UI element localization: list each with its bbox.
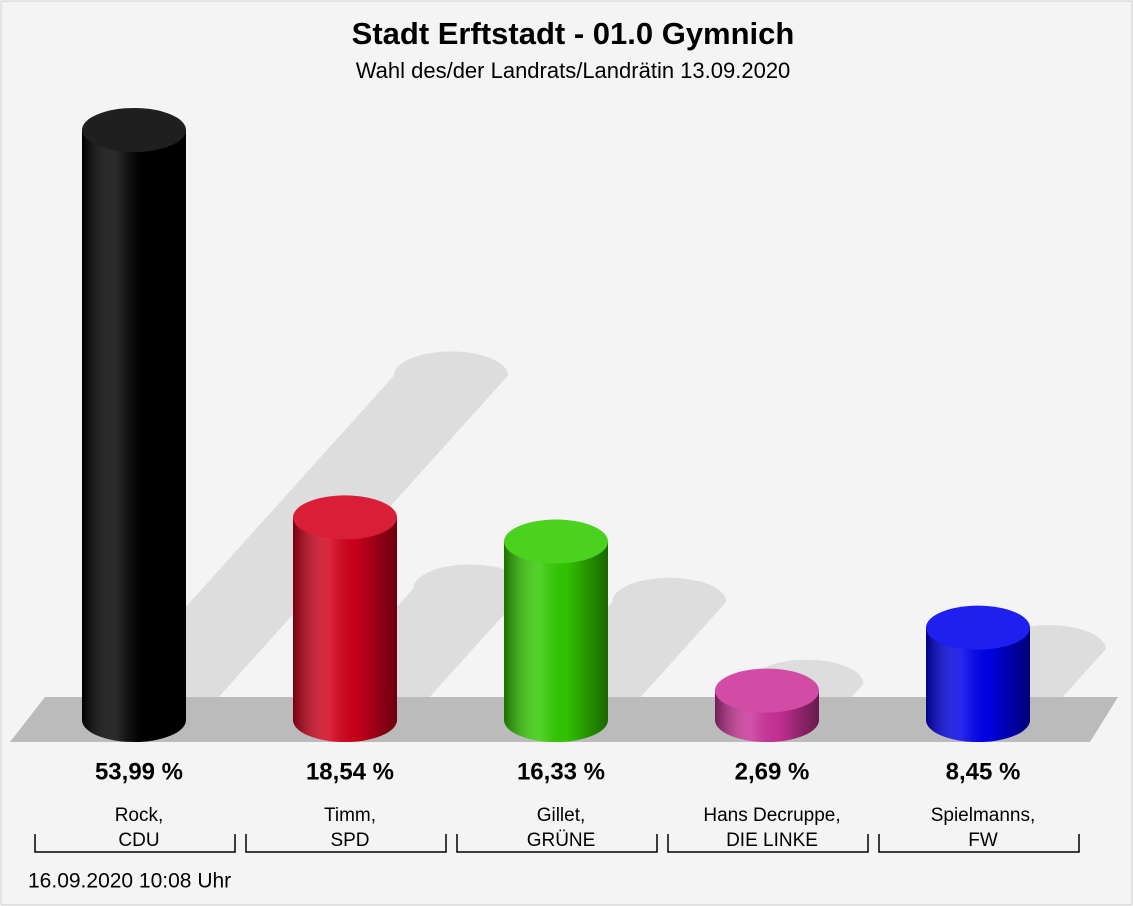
- x-tick-label: GRÜNE: [527, 830, 596, 851]
- bar-cap: [715, 668, 819, 713]
- category-bracket: [667, 834, 869, 853]
- category-bracket: [456, 834, 658, 853]
- bar-shade: [293, 517, 397, 742]
- bar-shade: [926, 627, 1030, 742]
- bar-cap-light: [504, 519, 608, 564]
- x-tick-label: Hans Decruppe,: [703, 805, 840, 826]
- bar-cap-light: [293, 495, 397, 540]
- x-tick-label: CDU: [118, 830, 159, 851]
- bar-cap-light: [715, 668, 819, 713]
- bar-shade: [504, 541, 608, 742]
- x-tick-label: Rock,: [115, 805, 164, 826]
- bar-cap: [293, 495, 397, 540]
- bar-cap-light: [82, 108, 186, 152]
- bar-shade: [82, 130, 186, 742]
- value-label: 53,99 %: [95, 758, 183, 785]
- category-bracket: [34, 834, 236, 853]
- value-label: 16,33 %: [517, 758, 605, 785]
- x-tick-label: Spielmanns,: [931, 805, 1036, 826]
- x-tick-label: Timm,: [324, 805, 376, 826]
- bar-cap-light: [926, 605, 1030, 650]
- value-label: 18,54 %: [306, 758, 394, 785]
- value-label: 8,45 %: [946, 758, 1021, 785]
- x-tick-label: FW: [968, 830, 998, 851]
- category-bracket: [245, 834, 447, 853]
- chart-subtitle: Wahl des/der Landrats/Landrätin 13.09.20…: [356, 58, 791, 83]
- x-tick-label: SPD: [330, 830, 369, 851]
- chart-title: Stadt Erftstadt - 01.0 Gymnich: [352, 16, 795, 51]
- x-tick-label: DIE LINKE: [726, 830, 818, 851]
- value-label: 2,69 %: [735, 758, 810, 785]
- category-bracket: [878, 834, 1080, 853]
- bar-cap: [82, 108, 186, 152]
- footnote: 16.09.2020 10:08 Uhr: [28, 870, 231, 893]
- bar-cap: [926, 605, 1030, 650]
- x-tick-label: Gillet,: [537, 805, 586, 826]
- bar-cap: [504, 519, 608, 564]
